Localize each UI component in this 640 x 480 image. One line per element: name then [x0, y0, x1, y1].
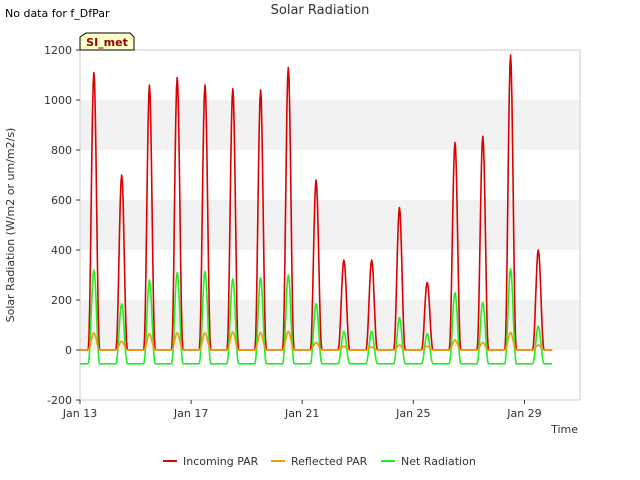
grid-band	[80, 100, 580, 150]
legend-label: Net Radiation	[401, 455, 476, 468]
site-badge-label: SI_met	[86, 36, 128, 49]
y-tick-label: 600	[51, 194, 72, 207]
x-tick-label: Jan 29	[506, 407, 541, 420]
background-bands	[80, 50, 580, 400]
grid-band	[80, 350, 580, 400]
series-line-net-radiation	[79, 268, 553, 365]
grid-band	[80, 250, 580, 300]
y-tick-label: 0	[65, 344, 72, 357]
x-tick-label: Jan 17	[173, 407, 208, 420]
y-tick-label: 1200	[44, 44, 72, 57]
y-axis-label: Solar Radiation (W/m2 or um/m2/s)	[4, 128, 17, 323]
chart-title: Solar Radiation	[270, 3, 370, 18]
x-axis-label: Time	[550, 423, 578, 436]
x-tick-label: Jan 13	[62, 407, 97, 420]
plot-frame	[79, 49, 581, 401]
grid-band	[80, 150, 580, 200]
x-tick-label: Jan 21	[284, 407, 319, 420]
no-data-note: No data for f_DfPar	[5, 7, 110, 20]
y-tick-label: 200	[51, 294, 72, 307]
legend-label: Incoming PAR	[183, 455, 259, 468]
grid-band	[80, 50, 580, 100]
y-tick-label: 800	[51, 144, 72, 157]
y-tick-label: 400	[51, 244, 72, 257]
legend-label: Reflected PAR	[291, 455, 368, 468]
grid-band	[80, 200, 580, 250]
y-tick-label: -200	[47, 394, 72, 407]
grid-band	[80, 300, 580, 350]
y-axis: -200 0 200 400 600 800 1000 1200	[44, 44, 80, 407]
legend: Incoming PAR Reflected PAR Net Radiation	[163, 455, 476, 468]
site-badge: SI_met	[79, 32, 135, 51]
x-tick-label: Jan 25	[395, 407, 430, 420]
x-axis: Jan 13 Jan 17 Jan 21 Jan 25 Jan 29	[62, 400, 542, 420]
series-layer	[79, 54, 553, 365]
series-line-reflected-par	[79, 330, 553, 351]
y-tick-label: 1000	[44, 94, 72, 107]
